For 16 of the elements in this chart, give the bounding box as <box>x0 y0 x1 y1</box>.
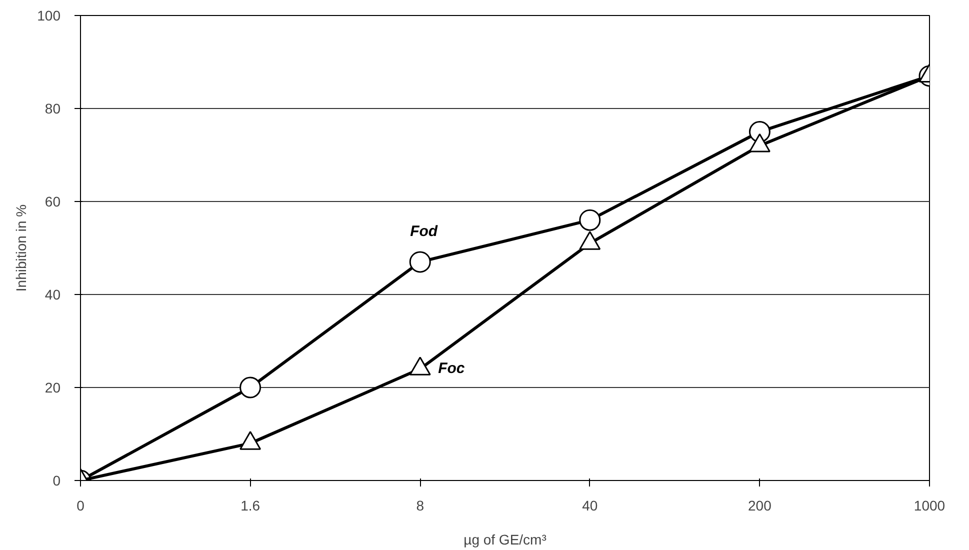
x-tick-label: 1000 <box>914 498 946 514</box>
x-axis-title: µg of GE/cm³ <box>464 532 547 548</box>
x-tick-label: 8 <box>416 498 424 514</box>
y-tick-label: 60 <box>44 194 61 210</box>
x-tick-label: 1.6 <box>240 498 260 514</box>
y-tick-label: 80 <box>44 100 61 116</box>
y-tick-label: 40 <box>44 286 61 302</box>
x-tick-label: 40 <box>582 498 598 514</box>
y-axis-title: Inhibition in % <box>13 204 30 292</box>
series-label: Foc <box>438 360 466 377</box>
y-tick-label: 0 <box>52 472 61 488</box>
series-label: Fod <box>410 222 438 240</box>
x-tick-label: 200 <box>748 498 772 514</box>
y-tick-label: 20 <box>44 380 61 396</box>
y-tick-label: 100 <box>37 8 61 24</box>
x-tick-label: 0 <box>76 498 85 514</box>
